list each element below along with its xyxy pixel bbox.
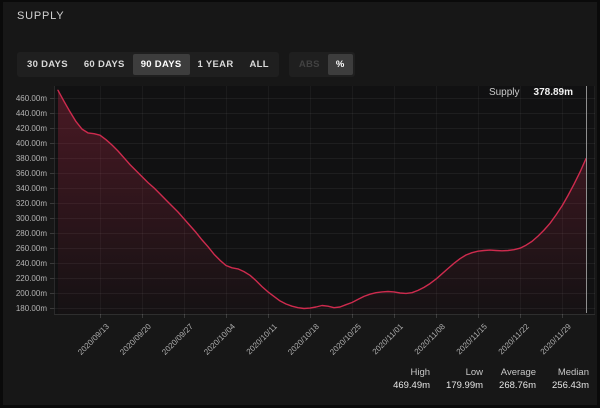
legend-series-value: 378.89m bbox=[533, 87, 573, 98]
x-tick-label: 2020/11/01 bbox=[371, 322, 406, 357]
y-tick-label: 340.00m bbox=[16, 184, 47, 193]
range-60-days-button[interactable]: 60 DAYS bbox=[83, 58, 125, 70]
x-tick-label: 2020/11/08 bbox=[413, 322, 448, 357]
stat-average: Average 268.76m bbox=[499, 367, 536, 391]
y-tick-label: 460.00m bbox=[16, 94, 47, 103]
stat-label: Average bbox=[500, 367, 537, 378]
unit-pct-button[interactable]: % bbox=[327, 53, 353, 75]
range-button-group: 30 DAYS 60 DAYS 90 DAYS 1 YEAR ALL bbox=[17, 51, 279, 77]
legend-series-name: Supply bbox=[488, 87, 520, 98]
y-tick-label: 320.00m bbox=[16, 199, 47, 208]
stat-value: 268.76m bbox=[499, 380, 537, 391]
stat-value: 256.43m bbox=[552, 380, 589, 391]
y-tick-label: 180.00m bbox=[16, 304, 47, 313]
y-tick-label: 240.00m bbox=[16, 259, 47, 268]
y-tick-label: 400.00m bbox=[16, 139, 47, 148]
stat-low: Low 179.99m bbox=[446, 367, 483, 391]
range-1-year-button[interactable]: 1 YEAR bbox=[197, 58, 234, 70]
supply-panel: SUPPLY 30 DAYS 60 DAYS 90 DAYS 1 YEAR ALL AB… bbox=[3, 2, 597, 405]
x-tick-label: 2020/10/18 bbox=[286, 322, 321, 357]
stat-high: High 469.49m bbox=[393, 367, 430, 391]
y-tick-label: 260.00m bbox=[16, 244, 47, 253]
y-tick-label: 380.00m bbox=[16, 154, 47, 163]
y-tick-label: 360.00m bbox=[16, 169, 47, 178]
toolbar: 30 DAYS 60 DAYS 90 DAYS 1 YEAR ALL ABS% bbox=[17, 51, 365, 77]
y-tick-label: 220.00m bbox=[16, 274, 47, 283]
range-all-button[interactable]: ALL bbox=[249, 58, 269, 70]
x-tick-label: 2020/11/15 bbox=[455, 322, 490, 357]
range-90-days-button[interactable]: 90 DAYS bbox=[132, 53, 190, 75]
stat-label: Median bbox=[557, 367, 589, 378]
y-tick-label: 300.00m bbox=[16, 214, 47, 223]
unit-toggle-group: ABS% bbox=[288, 51, 355, 77]
stat-value: 469.49m bbox=[393, 380, 431, 391]
x-tick-label: 2020/09/13 bbox=[76, 322, 111, 357]
unit-abs-button: ABS bbox=[298, 58, 320, 70]
x-tick-label: 2020/10/04 bbox=[202, 322, 237, 357]
x-tick-label: 2020/11/22 bbox=[497, 322, 532, 357]
y-tick-label: 280.00m bbox=[16, 229, 47, 238]
y-tick-label: 440.00m bbox=[16, 109, 47, 118]
chart-plot-area[interactable] bbox=[54, 86, 595, 314]
x-tick-label: 2020/10/25 bbox=[328, 322, 363, 357]
x-tick-label: 2020/11/29 bbox=[539, 322, 574, 357]
x-tick-label: 2020/09/20 bbox=[118, 322, 153, 357]
x-tick-label: 2020/09/27 bbox=[160, 322, 195, 357]
x-tick-label: 2020/10/11 bbox=[245, 322, 280, 357]
stats-row: High 469.49m Low 179.99m Average 268.76m Media… bbox=[393, 367, 589, 391]
stat-label: Low bbox=[465, 367, 484, 378]
chart-legend: Supply 378.89m bbox=[489, 87, 573, 98]
y-tick-label: 420.00m bbox=[16, 124, 47, 133]
stat-value: 179.99m bbox=[446, 380, 484, 391]
range-30-days-button[interactable]: 30 DAYS bbox=[27, 58, 68, 70]
y-tick-label: 200.00m bbox=[16, 289, 47, 298]
stat-median: Median 256.43m bbox=[552, 367, 589, 391]
panel-title: SUPPLY bbox=[17, 10, 65, 22]
stat-label: High bbox=[410, 367, 431, 378]
